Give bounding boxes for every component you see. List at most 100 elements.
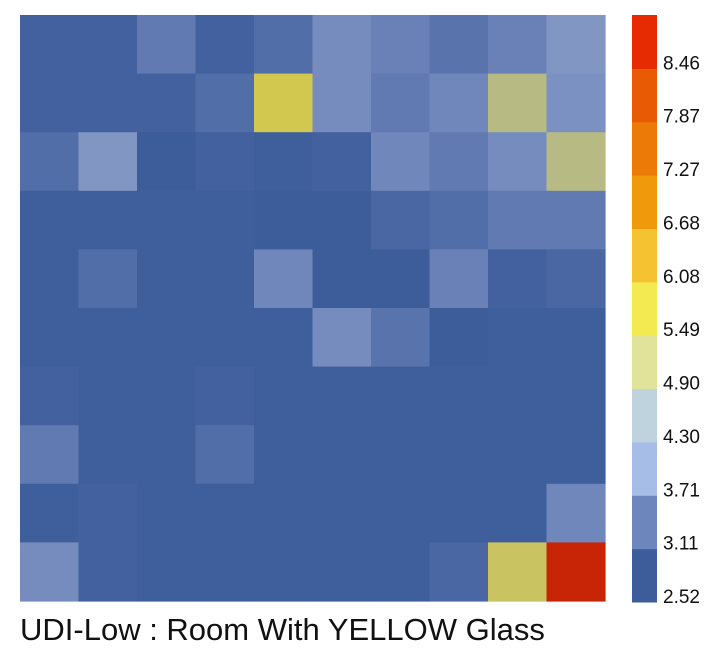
heatmap-cell-r1-c2 [78, 15, 138, 75]
heatmap-cell-r6-c10 [546, 308, 606, 368]
colorbar-tick-label: 2.52 [663, 587, 700, 608]
heatmap-cell-r8-c2 [78, 425, 138, 485]
heatmap-cell-r1-c5 [254, 15, 314, 75]
heatmap-cell-r6-c8 [429, 308, 489, 368]
heatmap-cell-r9-c8 [429, 483, 489, 543]
heatmap-cell-r3-c9 [488, 132, 548, 192]
colorbar-band-10 [632, 68, 657, 123]
colorbar-tick-label: 3.11 [663, 534, 699, 555]
heatmap-cell-r7-c1 [20, 366, 80, 426]
heatmap-cell-r8-c1 [20, 425, 80, 485]
heatmap-cell-r5-c1 [20, 249, 80, 309]
heatmap-cell-r7-c9 [488, 366, 548, 426]
heatmap-cell-r1-c6 [312, 15, 372, 75]
heatmap-cell-r3-c3 [137, 132, 197, 192]
heatmap-cell-r3-c2 [78, 132, 138, 192]
heatmap-cell-r8-c8 [429, 425, 489, 485]
heatmap-cell-r10-c3 [137, 542, 197, 602]
heatmap-cell-r9-c1 [20, 483, 80, 543]
chart-title: UDI-Low : Room With YELLOW Glass [20, 612, 545, 647]
heatmap-cell-r2-c1 [20, 73, 80, 133]
heatmap-cell-r6-c1 [20, 308, 80, 368]
heatmap-cell-r7-c4 [195, 366, 255, 426]
heatmap-cell-r3-c8 [429, 132, 489, 192]
heatmap-cell-r8-c10 [546, 425, 606, 485]
heatmap-cell-r5-c3 [137, 249, 197, 309]
heatmap-cell-r2-c3 [137, 73, 197, 133]
heatmap-cell-r8-c3 [137, 425, 197, 485]
heatmap-cell-r4-c10 [546, 190, 606, 250]
heatmap-cell-r7-c2 [78, 366, 138, 426]
heatmap-cell-r10-c10 [546, 542, 606, 602]
heatmap-cell-r6-c2 [78, 308, 138, 368]
heatmap-cell-r3-c10 [546, 132, 606, 192]
colorbar-band-5 [632, 335, 657, 390]
heatmap-cell-r5-c4 [195, 249, 255, 309]
heatmap-cell-r4-c2 [78, 190, 138, 250]
heatmap-cell-r6-c7 [371, 308, 431, 368]
heatmap-cell-r7-c3 [137, 366, 197, 426]
heatmap-cell-r4-c4 [195, 190, 255, 250]
heatmap-cell-r6-c9 [488, 308, 548, 368]
colorbar-tick-label: 3.71 [663, 480, 700, 501]
heatmap-cell-r1-c8 [429, 15, 489, 75]
colorbar-tick-label: 6.68 [663, 214, 700, 235]
heatmap-cell-r6-c6 [312, 308, 372, 368]
heatmap-cell-r3-c4 [195, 132, 255, 192]
heatmap-cell-r3-c5 [254, 132, 314, 192]
heatmap-cell-r9-c10 [546, 483, 606, 543]
heatmap-cell-r2-c9 [488, 73, 548, 133]
heatmap-cell-r2-c2 [78, 73, 138, 133]
colorbar-band-9 [632, 121, 657, 176]
heatmap-cell-r2-c8 [429, 73, 489, 133]
colorbar-tick-label: 6.08 [663, 267, 700, 288]
heatmap-cell-r7-c6 [312, 366, 372, 426]
heatmap-cell-r10-c2 [78, 542, 138, 602]
heatmap-cell-r5-c9 [488, 249, 548, 309]
heatmap-cell-r10-c6 [312, 542, 372, 602]
heatmap-cell-r5-c5 [254, 249, 314, 309]
colorbar-band-3 [632, 441, 657, 496]
heatmap-cell-r10-c5 [254, 542, 314, 602]
heatmap-cell-r1-c4 [195, 15, 255, 75]
colorbar-band-7 [632, 228, 657, 283]
heatmap-cell-r2-c7 [371, 73, 431, 133]
heatmap-cell-r10-c4 [195, 542, 255, 602]
heatmap-cells [20, 15, 606, 602]
heatmap-cell-r7-c8 [429, 366, 489, 426]
heatmap-cell-r9-c6 [312, 483, 372, 543]
heatmap-cell-r8-c4 [195, 425, 255, 485]
heatmap-cell-r10-c7 [371, 542, 431, 602]
heatmap-cell-r1-c9 [488, 15, 548, 75]
heatmap-cell-r3-c1 [20, 132, 80, 192]
heatmap-cell-r3-c6 [312, 132, 372, 192]
colorbar-band-6 [632, 281, 657, 336]
heatmap-cell-r8-c5 [254, 425, 314, 485]
heatmap-cell-r7-c7 [371, 366, 431, 426]
heatmap-cell-r10-c9 [488, 542, 548, 602]
heatmap-cell-r9-c5 [254, 483, 314, 543]
colorbar-band-8 [632, 175, 657, 229]
heatmap-cell-r4-c5 [254, 190, 314, 250]
heatmap-cell-r7-c5 [254, 366, 314, 426]
heatmap-cell-r8-c9 [488, 425, 548, 485]
colorbar-band-2 [632, 495, 657, 550]
heatmap-cell-r5-c10 [546, 249, 606, 309]
heatmap-cell-r6-c5 [254, 308, 314, 368]
heatmap-cell-r5-c2 [78, 249, 138, 309]
heatmap-cell-r2-c10 [546, 73, 606, 133]
colorbar-tick-label: 5.49 [663, 320, 700, 341]
colorbar-tick-label: 7.87 [663, 107, 700, 128]
heatmap-cell-r4-c7 [371, 190, 431, 250]
colorbar [632, 15, 657, 603]
heatmap-cell-r6-c3 [137, 308, 197, 368]
colorbar-tick-labels: 2.52 3.11 3.71 4.30 4.90 5.49 6.08 6.68 7.27 7.87… [663, 53, 700, 608]
heatmap-cell-r7-c10 [546, 366, 606, 426]
heatmap-cell-r5-c7 [371, 249, 431, 309]
heatmap-cell-r6-c4 [195, 308, 255, 368]
heatmap-cell-r10-c8 [429, 542, 489, 602]
colorbar-tick-label: 7.27 [663, 160, 700, 181]
heatmap-cell-r4-c6 [312, 190, 372, 250]
heatmap-cell-r9-c3 [137, 483, 197, 543]
heatmap-chart: 2.52 3.11 3.71 4.30 4.90 5.49 6.08 6.68 7.27 7.87… [20, 15, 700, 608]
